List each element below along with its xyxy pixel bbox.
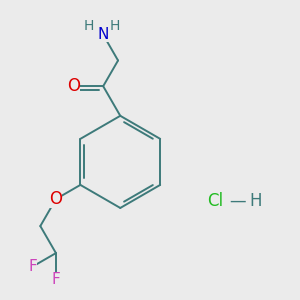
Text: —: — <box>230 191 246 209</box>
Text: Cl: Cl <box>207 191 224 209</box>
Text: N: N <box>98 27 109 42</box>
Text: F: F <box>28 259 37 274</box>
Text: H: H <box>83 20 94 33</box>
Text: F: F <box>52 272 60 287</box>
Text: H: H <box>109 20 120 33</box>
Text: O: O <box>50 190 62 208</box>
Text: O: O <box>67 77 80 95</box>
Text: H: H <box>249 191 262 209</box>
